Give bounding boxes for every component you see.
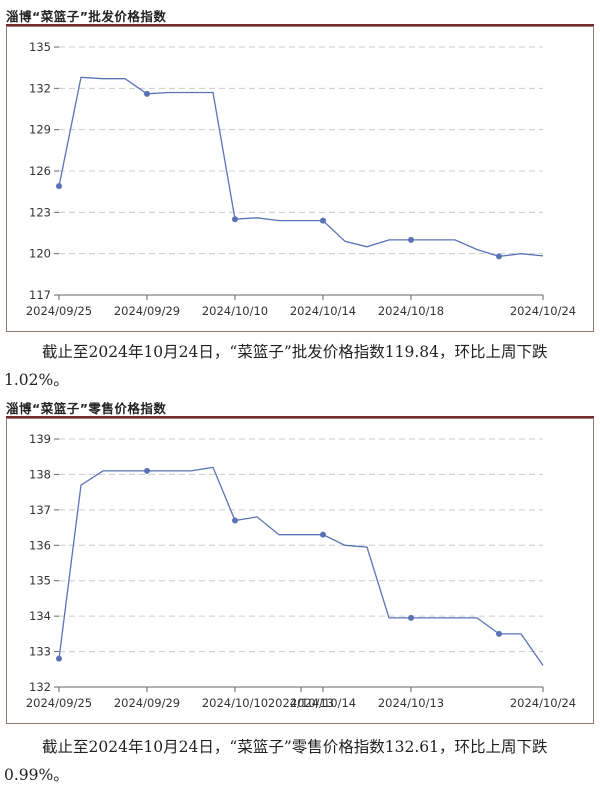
chart-1-data-point [144, 90, 150, 97]
chart-2-ytick-label: 138 [29, 467, 51, 481]
chart-2-xtick-label: 2024/10/13 [378, 696, 444, 710]
paragraph-2-text: 截止至2024年10月24日，“菜篮子”零售价格指数132.61，环比上周下跌0… [4, 738, 548, 784]
chart-1-data-point [408, 236, 414, 243]
chart-1-series-line [58, 76, 544, 258]
chart-2-plot: 132 133 134 135 136 137 138 139 2024/09/25 2024/0… [26, 432, 576, 710]
chart-1-frame: 117 120 123 126 129 132 135 2024/09/25 2024/09/2… [6, 26, 594, 332]
chart-2-ytick-label: 137 [29, 503, 51, 517]
chart-2-data-point [232, 517, 238, 524]
chart-2-xtick-label: 2024/10/13 [268, 696, 334, 710]
chart-1-plot: 117 120 123 126 129 132 135 2024/09/25 2024/09/2… [26, 40, 576, 318]
chart-2-xtick-label: 2024/10/24 [510, 696, 576, 710]
chart-1-data-point [496, 253, 502, 260]
chart-1-data-point [56, 183, 62, 190]
chart-1-xtick-label: 2024/09/25 [26, 304, 92, 318]
paragraph-2: 截止至2024年10月24日，“菜篮子”零售价格指数132.61，环比上周下跌0… [4, 733, 596, 789]
chart-1-ytick-label: 123 [29, 205, 51, 219]
chart-2-xtick-label: 2024/09/29 [114, 696, 180, 710]
chart-2-title: 淄博“菜篮子”零售价格指数 [6, 401, 167, 416]
chart-2-ytick-label: 132 [29, 680, 51, 694]
chart-2-ytick-label: 139 [29, 432, 51, 446]
chart-1-ytick-label: 132 [29, 81, 51, 95]
chart-2-frame: 132 133 134 135 136 137 138 139 2024/09/25 2024/0… [6, 418, 594, 724]
chart-2-data-point [56, 655, 62, 662]
chart-2-xtick-label: 2024/09/25 [26, 696, 92, 710]
chart-2-series-line [58, 466, 544, 666]
chart-1-xtick-label: 2024/10/10 [202, 304, 268, 318]
chart-2-xtick-label: 2024/10/14 [290, 696, 356, 710]
chart-2-data-point [144, 467, 150, 474]
chart-1-xtick-label: 2024/09/29 [114, 304, 180, 318]
chart-2-ytick-label: 135 [29, 574, 51, 588]
chart-2-xtick-label: 2024/10/10 [202, 696, 268, 710]
paragraph-1-text: 截止至2024年10月24日，“菜篮子”批发价格指数119.84，环比上周下跌1… [4, 343, 548, 389]
chart-1-ytick-label: 126 [29, 164, 51, 178]
chart-2-data-point [496, 630, 502, 637]
chart-2-ytick-label: 134 [29, 609, 51, 623]
chart-1-data-point [232, 216, 238, 223]
chart-1-data-point [320, 217, 326, 224]
chart-1-ytick-label: 120 [29, 247, 51, 261]
chart-2-data-point [320, 531, 326, 538]
chart-1-title: 淄博“菜篮子”批发价格指数 [6, 9, 167, 24]
chart-2-data-point [408, 614, 414, 621]
chart-1-xtick-label: 2024/10/18 [378, 304, 444, 318]
chart-1-title-rule [6, 24, 594, 26]
chart-1-ytick-label: 117 [29, 288, 51, 302]
chart-2-ytick-label: 133 [29, 645, 51, 659]
chart-2-title-rule [6, 416, 594, 418]
chart-1-ytick-label: 129 [29, 123, 51, 137]
chart-1-xtick-label: 2024/10/24 [510, 304, 576, 318]
chart-1-ytick-label: 135 [29, 40, 51, 54]
chart-1-xtick-label: 2024/10/14 [290, 304, 356, 318]
paragraph-1: 截止至2024年10月24日，“菜篮子”批发价格指数119.84，环比上周下跌1… [4, 338, 596, 394]
chart-2-ytick-label: 136 [29, 538, 51, 552]
